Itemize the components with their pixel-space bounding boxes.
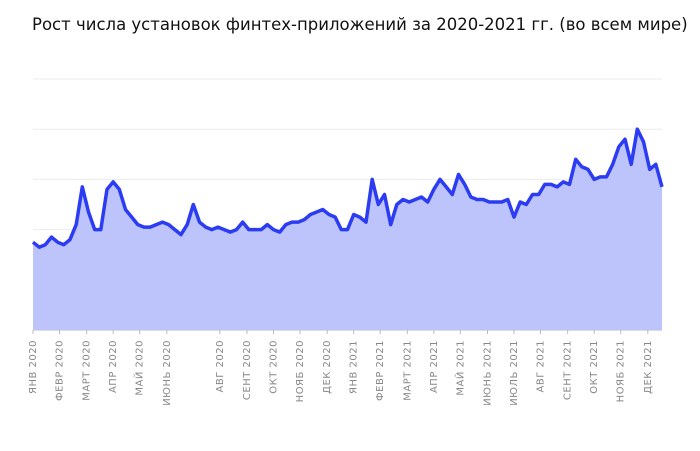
x-tick-label: МАЙ 2020 [133,340,146,396]
x-tick-label: ОКТ 2021 [589,340,600,394]
x-tick-label: АВГ 2020 [215,340,226,392]
x-tick-label: НОЯБ 2021 [616,340,627,402]
x-tick-label: ЯНВ 2021 [349,340,360,394]
x-tick-label: ОКТ 2020 [269,340,280,394]
x-tick-label: ДЕК 2021 [643,340,654,394]
x-tick-label: АВГ 2021 [536,340,547,392]
x-tick-label: ИЮНЬ 2020 [162,340,173,406]
x-tick-label: МАРТ 2020 [82,340,93,401]
x-tick-label: ЯНВ 2020 [28,340,39,394]
x-tick-label: НОЯБ 2020 [295,340,306,402]
x-tick-label: ФЕВР 2021 [375,340,386,401]
line [31,127,664,249]
x-tick-label: СЕНТ 2021 [563,340,574,400]
x-tick-label: АПР 2021 [429,340,440,393]
x-tick-label: ФЕВР 2020 [55,340,66,401]
x-tick-label: АПР 2020 [108,340,119,393]
chart-title: Рост числа установок финтех-приложений з… [32,15,688,34]
x-tick-label: МАРТ 2021 [402,340,413,401]
x-tick-label: СЕНТ 2020 [242,340,253,400]
x-tick-label: ИЮЛЬ 2021 [509,340,520,406]
x-tick-label: ДЕК 2020 [322,340,333,394]
x-tick-label: МАЙ 2021 [453,340,466,396]
x-tick-label: ИЮНЬ 2021 [482,340,493,406]
